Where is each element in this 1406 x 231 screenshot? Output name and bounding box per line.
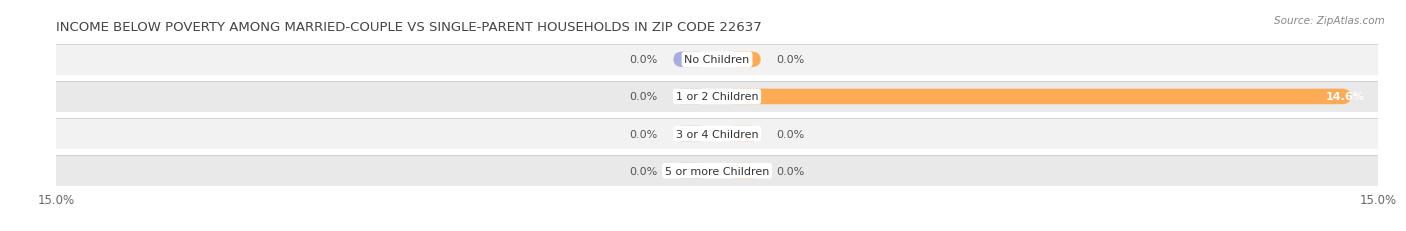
Text: 0.0%: 0.0%	[630, 129, 658, 139]
Text: 14.6%: 14.6%	[1326, 92, 1365, 102]
Text: 0.0%: 0.0%	[630, 166, 658, 176]
Text: INCOME BELOW POVERTY AMONG MARRIED-COUPLE VS SINGLE-PARENT HOUSEHOLDS IN ZIP COD: INCOME BELOW POVERTY AMONG MARRIED-COUPL…	[56, 21, 762, 33]
FancyBboxPatch shape	[673, 89, 707, 105]
FancyBboxPatch shape	[727, 163, 761, 179]
Text: 0.0%: 0.0%	[630, 92, 658, 102]
FancyBboxPatch shape	[727, 52, 761, 68]
Text: 0.0%: 0.0%	[776, 129, 804, 139]
Text: 1 or 2 Children: 1 or 2 Children	[676, 92, 758, 102]
Text: 0.0%: 0.0%	[776, 166, 804, 176]
Text: 0.0%: 0.0%	[630, 55, 658, 65]
Bar	[56, 156, 1378, 186]
Bar	[56, 119, 1378, 149]
Bar	[56, 45, 1378, 75]
Text: 3 or 4 Children: 3 or 4 Children	[676, 129, 758, 139]
Text: 5 or more Children: 5 or more Children	[665, 166, 769, 176]
FancyBboxPatch shape	[673, 52, 707, 68]
FancyBboxPatch shape	[673, 163, 707, 179]
Text: 0.0%: 0.0%	[776, 55, 804, 65]
Text: No Children: No Children	[685, 55, 749, 65]
FancyBboxPatch shape	[727, 89, 1351, 105]
Text: Source: ZipAtlas.com: Source: ZipAtlas.com	[1274, 16, 1385, 26]
Bar	[56, 82, 1378, 112]
FancyBboxPatch shape	[673, 126, 707, 142]
FancyBboxPatch shape	[727, 126, 761, 142]
